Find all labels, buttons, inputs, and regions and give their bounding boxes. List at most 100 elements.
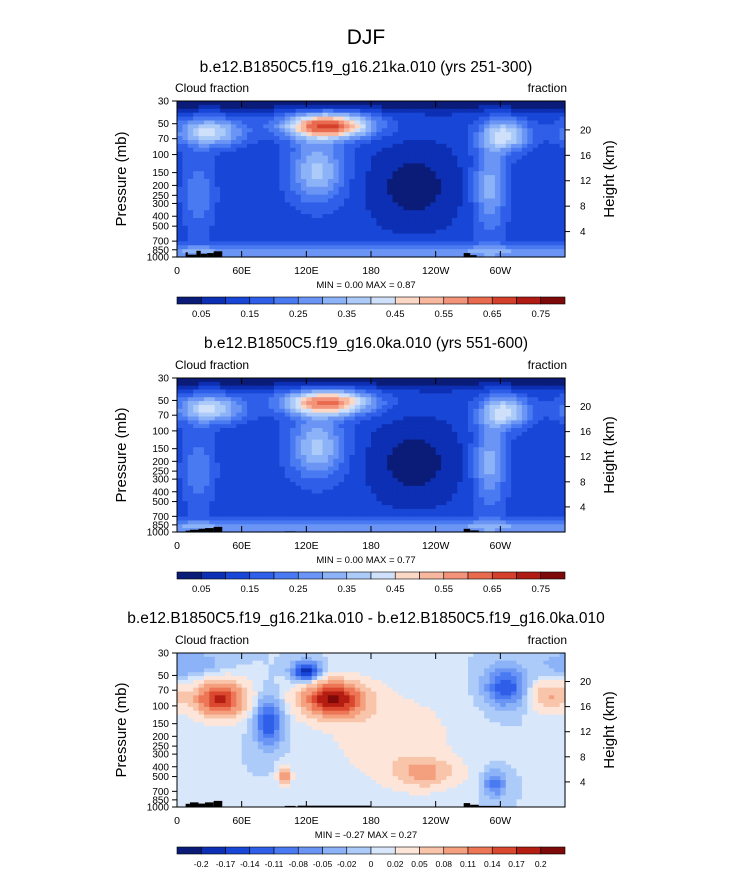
field-cell — [457, 245, 464, 250]
field-cell — [457, 253, 464, 258]
field-cell — [387, 241, 394, 246]
field-cell — [182, 155, 189, 161]
field-cell — [538, 431, 545, 437]
field-cell — [484, 116, 491, 122]
field-cell — [306, 451, 313, 456]
field-cell — [538, 389, 545, 394]
field-cell — [344, 474, 351, 479]
field-cell — [354, 470, 361, 475]
field-cell — [554, 171, 561, 176]
field-cell — [284, 439, 291, 445]
field-cell — [419, 462, 426, 468]
field-cell — [284, 478, 291, 483]
field-cell — [209, 186, 216, 192]
field-cell — [327, 120, 334, 125]
field-cell — [473, 412, 480, 418]
field-cell — [468, 478, 474, 483]
field-cell — [333, 210, 340, 215]
field-cell — [322, 163, 329, 168]
field-cell — [559, 190, 566, 196]
field-cell — [230, 439, 237, 445]
field-cell — [538, 101, 545, 106]
right-axis-label: Height (km) — [601, 140, 618, 218]
field-cell — [360, 481, 367, 487]
field-cell — [306, 112, 313, 118]
field-cell — [414, 202, 421, 207]
field-cell — [494, 470, 501, 475]
field-cell — [203, 408, 210, 414]
field-cell — [257, 233, 264, 239]
field-cell — [424, 447, 431, 452]
field-cell — [279, 159, 286, 164]
field-cell — [484, 408, 491, 414]
field-cell — [279, 124, 286, 129]
field-cell — [268, 431, 275, 437]
field-cell — [177, 175, 183, 180]
field-cell — [365, 474, 372, 479]
field-cell — [365, 408, 372, 414]
field-cell — [403, 462, 410, 468]
field-cell — [419, 481, 426, 487]
field-cell — [468, 408, 474, 414]
field-cell — [360, 143, 367, 149]
field-cell — [354, 151, 361, 157]
field-cell — [371, 253, 377, 258]
field-cell — [300, 112, 307, 118]
field-cell — [209, 474, 216, 479]
field-cell — [408, 101, 415, 106]
field-cell — [435, 186, 442, 192]
colorbar-box — [394, 296, 420, 305]
field-cell — [435, 155, 442, 161]
field-cell — [209, 136, 216, 141]
field-cell — [220, 116, 227, 122]
field-cell — [360, 140, 367, 145]
field-cell — [387, 225, 394, 231]
field-cell — [257, 147, 264, 153]
field-cell — [543, 466, 550, 471]
field-cell — [311, 245, 318, 250]
field-cell — [209, 171, 216, 176]
field-cell — [532, 132, 539, 137]
field-cell — [333, 481, 340, 487]
field-cell — [225, 175, 232, 180]
field-cell — [424, 455, 431, 460]
field-cell — [203, 439, 210, 445]
field-cell — [177, 451, 183, 456]
field-cell — [241, 120, 248, 125]
field-cell — [435, 443, 442, 448]
field-cell — [354, 163, 361, 168]
field-cell — [376, 462, 383, 468]
field-cell — [527, 481, 534, 487]
field-cell — [274, 186, 280, 192]
field-cell — [203, 389, 210, 394]
field-cell — [538, 381, 545, 387]
field-cell — [538, 171, 545, 176]
field-cell — [360, 151, 367, 157]
field-cell — [403, 108, 410, 114]
field-cell — [225, 393, 232, 398]
field-cell — [435, 393, 442, 398]
field-cell — [182, 447, 189, 452]
field-cell — [403, 159, 410, 164]
field-cell — [327, 147, 334, 153]
field-cell — [193, 225, 200, 231]
field-cell — [274, 206, 280, 211]
field-cell — [430, 408, 437, 414]
field-cell — [241, 385, 248, 391]
field-cell — [511, 416, 518, 421]
field-cell — [451, 439, 458, 445]
field-cell — [441, 431, 448, 437]
field-cell — [376, 210, 383, 215]
field-cell — [333, 225, 340, 231]
field-cell — [263, 385, 270, 391]
field-cell — [230, 186, 237, 192]
field-cell — [279, 420, 286, 425]
field-cell — [220, 101, 227, 106]
field-cell — [300, 397, 307, 402]
field-cell — [441, 120, 448, 125]
field-cell — [430, 381, 437, 387]
field-cell — [371, 389, 377, 394]
field-cell — [354, 190, 361, 196]
field-cell — [419, 124, 426, 129]
field-cell — [419, 237, 426, 242]
